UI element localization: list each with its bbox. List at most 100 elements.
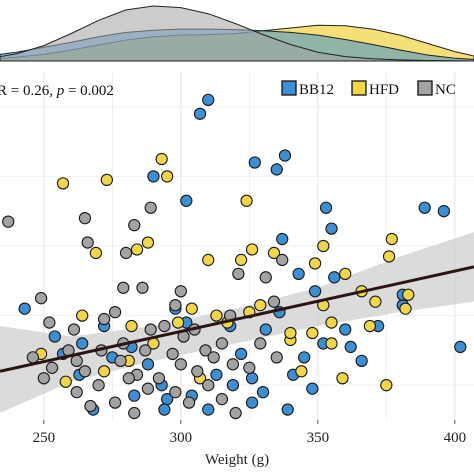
regression-line [0, 265, 474, 373]
point-nc [169, 299, 182, 312]
main-panel [0, 72, 474, 420]
point-bb12 [325, 222, 338, 235]
point-hfd [89, 246, 103, 260]
point-nc [97, 312, 111, 326]
point-nc [270, 351, 283, 364]
point-bb12 [193, 107, 207, 120]
point-nc [267, 295, 281, 308]
point-hfd [160, 170, 174, 183]
point-hfd [339, 267, 352, 280]
point-nc [26, 351, 40, 364]
point-bb12 [234, 347, 248, 361]
x-tick-label: 300 [170, 430, 193, 446]
point-bb12 [147, 170, 160, 183]
point-nc [215, 337, 229, 350]
point-bb12 [306, 382, 319, 395]
point-hfd [185, 302, 198, 315]
stat-p-value: = 0.002 [64, 83, 114, 99]
point-nc [202, 379, 215, 392]
point-bb12 [418, 201, 431, 214]
point-hfd [382, 250, 396, 263]
point-hfd [402, 288, 415, 301]
legend-swatch-hfd [351, 80, 367, 96]
point-bb12 [281, 403, 294, 416]
regression-layer [0, 265, 474, 373]
x-tick-label: 250 [33, 430, 56, 446]
point-bb12 [454, 340, 467, 354]
stat-r: R = 0.26, [0, 83, 57, 99]
point-nc [243, 361, 256, 374]
point-bb12 [344, 340, 357, 354]
point-bb12 [278, 149, 292, 162]
point-hfd [254, 299, 267, 312]
point-nc [166, 347, 179, 361]
point-hfd [240, 194, 253, 207]
point-bb12 [245, 396, 259, 409]
point-bb12 [276, 232, 289, 246]
point-bb12 [18, 302, 31, 315]
point-hfd [317, 239, 330, 253]
legend-swatch-nc [417, 80, 433, 96]
point-nc [81, 236, 94, 249]
confidence-band-layer [0, 232, 474, 414]
point-nc [169, 386, 182, 399]
point-hfd [202, 253, 215, 267]
legend-label-hfd: HFD [369, 82, 399, 98]
point-nc [37, 372, 50, 385]
point-hfd [325, 316, 338, 329]
point-bb12 [141, 358, 155, 371]
point-hfd [380, 379, 393, 392]
point-hfd [141, 236, 155, 249]
legend-label-nc: NC [435, 82, 456, 98]
point-nc [67, 323, 81, 336]
point-hfd [306, 326, 319, 340]
point-hfd [59, 375, 72, 388]
point-bb12 [297, 351, 311, 364]
point-hfd [100, 173, 114, 187]
point-bb12 [319, 201, 333, 214]
point-nc [34, 292, 48, 305]
point-nc [226, 358, 240, 371]
point-bb12 [210, 368, 223, 381]
point-nc [43, 316, 56, 329]
point-bb12 [328, 271, 341, 284]
x-axis-title: Weight (g) [205, 452, 269, 468]
legend: BB12 HFD NC [281, 80, 456, 98]
point-nc [152, 372, 166, 385]
point-nc [174, 358, 187, 371]
point-nc [215, 392, 229, 406]
point-hfd [369, 295, 382, 308]
point-nc [78, 212, 92, 225]
point-hfd [155, 152, 168, 166]
point-nc [229, 406, 242, 420]
point-nc [45, 361, 59, 374]
point-nc [276, 253, 289, 267]
point-bb12 [245, 372, 259, 385]
point-nc [139, 344, 152, 357]
density-curve-nc [0, 5, 474, 62]
point-nc [108, 305, 122, 319]
point-bb12 [437, 205, 451, 218]
point-nc [108, 396, 122, 409]
point-nc [78, 365, 92, 378]
point-bb12 [158, 403, 171, 416]
x-axis: 250 300 350 400 [33, 420, 466, 446]
stat-annotation: R = 0.26, p = 0.002 [0, 83, 114, 99]
point-nc [259, 271, 272, 284]
point-hfd [295, 365, 308, 378]
point-nc [70, 386, 83, 399]
x-tick-label: 400 [444, 430, 467, 446]
point-nc [84, 399, 97, 413]
point-nc [144, 323, 157, 336]
point-bb12 [180, 194, 193, 207]
point-nc [182, 396, 196, 409]
point-hfd [125, 319, 138, 333]
point-nc [141, 382, 155, 395]
point-bb12 [48, 330, 61, 343]
legend-swatch-bb12 [281, 80, 297, 96]
point-hfd [245, 243, 259, 256]
point-hfd [385, 232, 398, 246]
point-hfd [325, 337, 338, 350]
legend-label-bb12: BB12 [299, 82, 334, 98]
